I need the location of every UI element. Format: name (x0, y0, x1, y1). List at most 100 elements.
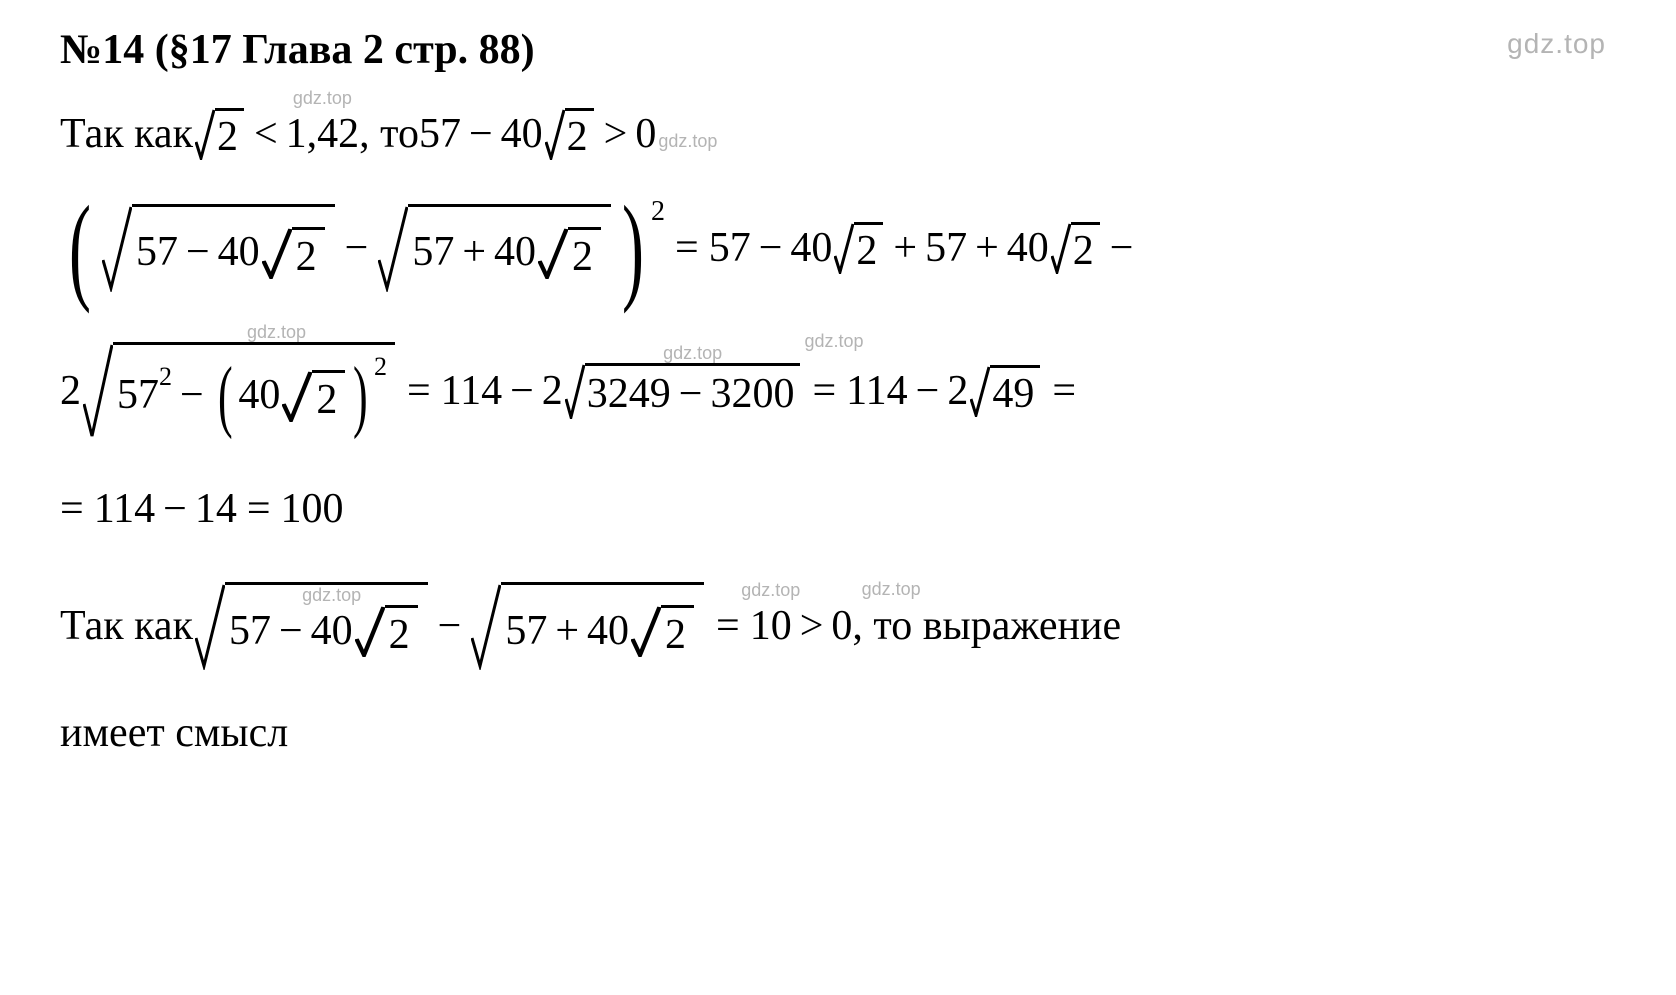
top-watermark: gdz.top (1507, 28, 1606, 60)
gt-sign: > (604, 111, 628, 157)
watermark-icon: gdz.top (247, 323, 306, 343)
line-4: = 114 − 14 = 100 (60, 486, 1616, 532)
sqrt-expr-a: 57 − gdz.top 40 2 (195, 582, 428, 670)
n57: 57 (709, 225, 751, 271)
n40: 40 (790, 225, 832, 271)
watermark-icon: gdz.top (293, 89, 352, 109)
minus-sign: − (469, 111, 493, 157)
minus-sign: − (438, 603, 462, 649)
line-6: имеет смысл (60, 710, 1616, 756)
n114: 114 (441, 368, 502, 414)
num-1-42: gdz.top 1,42 (286, 111, 360, 157)
n57: 57 (229, 608, 271, 654)
line-1: Так как 2 < gdz.top 1,42 , то 57 − 40 2 … (60, 108, 1616, 160)
left-paren-small: ( (218, 368, 233, 424)
plus-sign: + (555, 608, 579, 654)
watermark-icon: gdz.top (804, 332, 863, 352)
minus-sign: − (759, 225, 783, 271)
n40: 40 (501, 111, 543, 157)
exp-2: 2 (159, 363, 172, 392)
n40: 40 (1007, 225, 1049, 271)
eq: = (812, 368, 836, 414)
plus-sign: + (893, 225, 917, 271)
n40: 40 (218, 229, 260, 275)
sqrt-2: 2 (262, 227, 325, 279)
minus-sign: − (180, 372, 204, 418)
radicand: 2 (312, 370, 345, 422)
minus-sign: − (186, 229, 210, 275)
sqrt-2b: 2 (545, 108, 594, 160)
minus-sign: − (1110, 225, 1134, 271)
value: 1,42 (286, 111, 360, 157)
n40-wm: gdz.top 40 (311, 608, 353, 654)
watermark-icon: gdz.top (741, 581, 800, 601)
n57: 57 (505, 608, 547, 654)
sqrt-expr-b: 57 + 40 2 (471, 582, 704, 670)
sqrt-expr-a: 57 − 40 2 (102, 204, 335, 292)
sqrt-2: 2 (834, 222, 883, 274)
right-paren: ) (622, 206, 644, 290)
text: имеет смысл (60, 710, 288, 756)
plus-sign: + (975, 225, 999, 271)
eq-sign: = (247, 486, 271, 532)
n14: 14 (195, 486, 237, 532)
n40: 40 (311, 608, 353, 654)
sqrt-2: 2 (282, 370, 345, 422)
n40: 40 (494, 229, 536, 275)
plus-sign: + (462, 229, 486, 275)
minus-sign: − (345, 225, 369, 271)
n40: 40 (587, 608, 629, 654)
eq-sign: = (675, 225, 699, 271)
watermark-icon: gdz.top (658, 132, 717, 152)
eq-sign: gdz.top = (812, 368, 836, 414)
radicand: 49 (990, 365, 1040, 417)
radicand: 57 − gdz.top 40 2 (225, 582, 428, 670)
eq-sign: = (716, 603, 740, 649)
radicand: gdz.top 572 − ( 40 2 ) 2 (113, 342, 395, 440)
line-3: 2 gdz.top 572 − ( 40 2 ) 2 = 114 − 2 (60, 342, 1616, 440)
radicand: 57 + 40 2 (501, 582, 704, 670)
sqrt-2: 2 (631, 605, 694, 657)
left-paren: ( (69, 206, 91, 290)
sqrt-49: 49 (970, 365, 1040, 417)
n57: 57 (117, 372, 159, 418)
sqrt-2: 2 (195, 108, 244, 160)
n100: 100 (281, 486, 344, 532)
sqrt-3249-3200: gdz.top 3249 − 3200 (565, 363, 801, 419)
n3200: 3200 (710, 371, 794, 417)
minus-sign: − (679, 371, 703, 417)
n57: 57 (419, 111, 461, 157)
coef-2: 2 (947, 368, 968, 414)
radicand: 57 − 40 2 (132, 204, 335, 292)
exponent-2: 2 (651, 197, 665, 228)
sqrt-2: 2 (538, 227, 601, 279)
radicand: 2 (292, 227, 325, 279)
line-2: ( 57 − 40 2 − 57 + 40 2 (60, 204, 1616, 292)
n114: 114 (94, 486, 155, 532)
sqrt-2: 2 (355, 605, 418, 657)
radicand: 2 (215, 108, 244, 160)
sqrt-diff-of-squares: gdz.top 572 − ( 40 2 ) 2 (83, 342, 395, 440)
exp-2: 2 (374, 353, 387, 382)
radicand: 2 (661, 605, 694, 657)
problem-title: №14 (§17 Глава 2 стр. 88) (60, 26, 1616, 74)
gt-sign: > (800, 603, 824, 649)
n3249: 3249 (587, 371, 671, 417)
coef-2: 2 (60, 368, 81, 414)
n10-wm: gdz.top 10 (750, 603, 792, 649)
line-5: Так как 57 − gdz.top 40 2 − 57 + (60, 582, 1616, 670)
sqrt-2: 2 (1051, 222, 1100, 274)
n40: 40 (238, 372, 280, 418)
zero: 0 (831, 603, 852, 649)
eq-sign: = (407, 368, 431, 414)
n10: 10 (750, 603, 792, 649)
radicand: 2 (568, 227, 601, 279)
minus-sign: − (279, 608, 303, 654)
n57: 57 (136, 229, 178, 275)
zero: 0 (635, 111, 656, 157)
watermark-icon: gdz.top (663, 344, 722, 364)
lt-sign: < (254, 111, 278, 157)
watermark-icon: gdz.top (302, 586, 361, 606)
radicand: 2 (565, 108, 594, 160)
eq-sign: = (1052, 368, 1076, 414)
